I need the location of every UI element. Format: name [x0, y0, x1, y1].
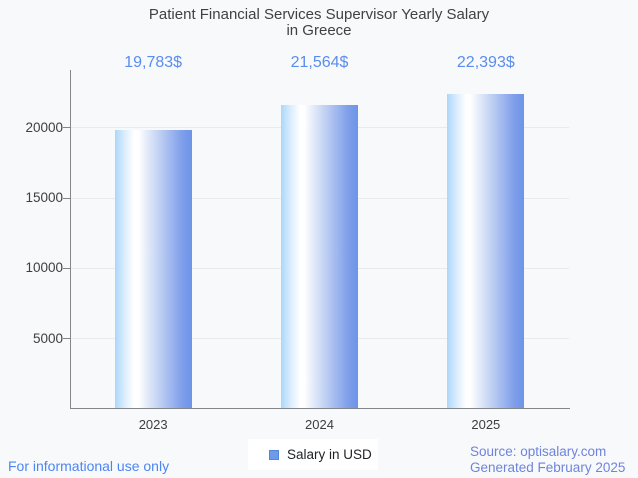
- chart-title-line2: in Greece: [286, 22, 352, 39]
- chart-bar[interactable]: [281, 105, 358, 409]
- x-tick-label: 2025: [471, 417, 501, 432]
- chart-bar[interactable]: [447, 93, 525, 409]
- y-axis-line: [70, 70, 71, 409]
- y-tick-mark: [63, 127, 70, 129]
- bar-value-label: 19,783$: [124, 54, 183, 71]
- y-tick-mark: [63, 267, 70, 269]
- y-tick-mark: [63, 197, 70, 199]
- legend[interactable]: Salary in USD: [248, 439, 378, 470]
- disclaimer-text: For informational use only: [8, 458, 170, 474]
- bar-value-label: 21,564$: [290, 54, 349, 71]
- generated-text: Generated February 2025: [470, 460, 626, 475]
- x-tick-label: 2024: [305, 417, 334, 432]
- x-axis-line: [70, 408, 570, 409]
- x-tick-label: 2023: [138, 417, 168, 432]
- legend-swatch-icon: [269, 449, 279, 460]
- y-tick-label: 15000: [25, 190, 63, 205]
- y-tick-mark: [63, 338, 70, 340]
- source-block: Source: optisalary.com Generated Februar…: [470, 444, 625, 476]
- chart-title-line1: Patient Financial Services Supervisor Ye…: [148, 6, 490, 23]
- y-tick-label: 20000: [25, 119, 63, 135]
- y-tick-label: 10000: [25, 260, 63, 276]
- bar-value-label: 22,393$: [456, 54, 515, 71]
- chart-bar[interactable]: [114, 130, 192, 409]
- y-tick-label: 5000: [32, 330, 63, 346]
- legend-label: Salary in USD: [287, 447, 372, 462]
- chart-title: Patient Financial Services Supervisor Ye…: [0, 7, 638, 39]
- source-text: Source: optisalary.com: [470, 444, 607, 459]
